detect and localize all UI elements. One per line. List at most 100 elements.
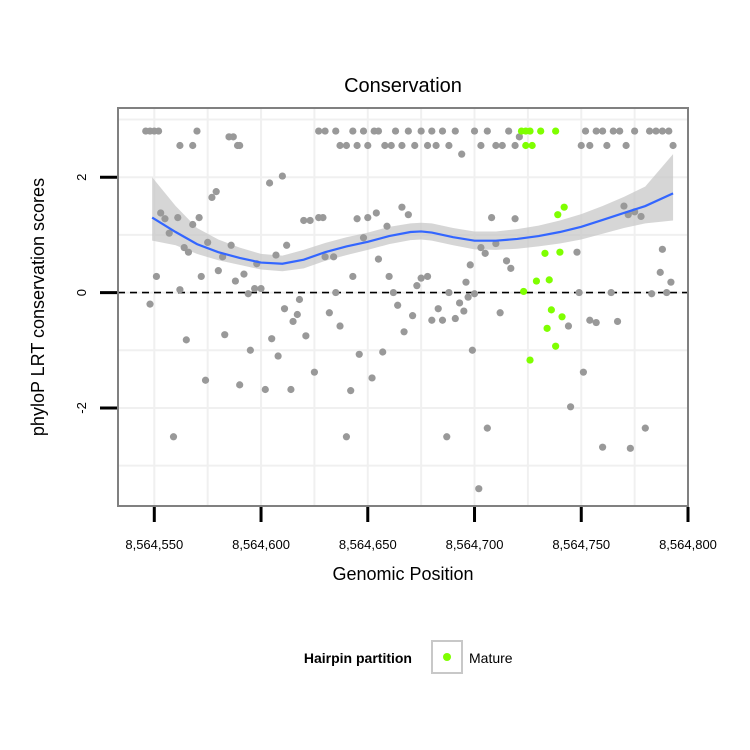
data-point	[349, 127, 357, 135]
data-point	[195, 213, 203, 222]
data-point	[663, 288, 671, 297]
legend-label-mature: Mature	[469, 650, 513, 666]
data-point	[261, 385, 269, 394]
data-point	[411, 141, 419, 150]
data-point	[152, 272, 161, 281]
data-point	[169, 433, 178, 441]
data-point	[458, 150, 466, 158]
data-point	[214, 267, 222, 275]
data-point	[379, 348, 387, 356]
data-point	[477, 243, 485, 252]
x-axis-label: Genomic Position	[332, 564, 473, 584]
data-point	[325, 309, 333, 317]
y-tick-label: 0	[74, 289, 89, 296]
data-point	[244, 290, 252, 298]
data-point	[620, 202, 628, 210]
data-point	[229, 133, 237, 141]
mature-data-point	[547, 306, 555, 314]
data-point	[466, 261, 474, 269]
mature-data-point	[560, 203, 568, 211]
data-point	[174, 213, 182, 222]
data-point	[274, 352, 282, 360]
data-point	[423, 272, 432, 281]
mature-data-point	[537, 127, 545, 135]
data-point	[581, 127, 590, 135]
points-layer	[142, 127, 677, 493]
data-point	[280, 305, 289, 313]
data-point	[652, 127, 660, 135]
mature-data-point	[528, 141, 536, 150]
data-point	[332, 288, 340, 297]
data-point	[592, 318, 600, 327]
data-point	[658, 127, 666, 135]
data-point	[332, 127, 340, 135]
data-point	[257, 284, 265, 293]
data-point	[227, 241, 235, 249]
data-point	[372, 209, 380, 217]
data-point	[368, 374, 376, 382]
data-point	[146, 300, 154, 308]
data-point	[336, 322, 344, 330]
data-point	[477, 141, 485, 150]
data-point	[665, 127, 673, 135]
data-point	[586, 141, 594, 150]
data-point	[342, 141, 351, 150]
data-point	[609, 127, 617, 135]
data-point	[464, 293, 472, 301]
mature-data-point	[520, 287, 528, 296]
axes: 8,564,550 8,564,600 8,564,650 8,564,700 8,56…	[74, 174, 717, 552]
data-point	[251, 284, 259, 293]
data-point	[423, 141, 432, 150]
data-point	[374, 255, 383, 263]
data-point	[364, 141, 372, 150]
data-point	[613, 317, 622, 326]
data-point	[648, 290, 656, 298]
data-point	[586, 316, 594, 324]
mature-data-point	[526, 356, 534, 364]
data-point	[201, 376, 210, 384]
data-point	[470, 290, 479, 298]
data-point	[268, 335, 276, 343]
data-point	[579, 368, 587, 376]
y-axis-label: phyloP LRT conservation scores	[28, 178, 48, 436]
data-point	[321, 127, 329, 135]
data-point	[300, 216, 308, 225]
data-point	[428, 127, 436, 135]
data-point	[293, 310, 301, 319]
data-point	[349, 272, 357, 281]
data-point	[505, 127, 513, 135]
data-point	[607, 288, 615, 297]
data-point	[460, 307, 468, 315]
data-point	[157, 209, 165, 217]
data-point	[413, 282, 421, 290]
data-point	[212, 188, 220, 196]
data-point	[176, 141, 184, 150]
legend: Hairpin partition Mature	[304, 640, 513, 674]
data-point	[507, 264, 515, 272]
data-point	[515, 133, 523, 141]
data-point	[246, 346, 254, 354]
mature-data-point	[541, 249, 549, 257]
data-point	[154, 127, 163, 135]
data-point	[398, 141, 406, 150]
data-point	[381, 141, 389, 150]
data-point	[641, 424, 649, 432]
data-point	[667, 278, 675, 286]
data-point	[417, 274, 425, 282]
data-point	[394, 301, 402, 309]
data-point	[434, 305, 442, 313]
data-point	[295, 295, 304, 304]
data-point	[573, 248, 581, 256]
data-point	[438, 127, 447, 135]
data-point	[272, 251, 280, 259]
x-tick-label: 8,564,550	[125, 537, 183, 552]
mature-data-point	[545, 276, 553, 284]
data-point	[409, 312, 417, 320]
data-point	[389, 288, 397, 297]
mature-data-point	[552, 342, 560, 350]
data-point	[417, 127, 425, 135]
data-point	[319, 213, 327, 222]
legend-title: Hairpin partition	[304, 650, 412, 666]
y-tick-label: -2	[74, 402, 89, 414]
data-point	[374, 127, 383, 135]
